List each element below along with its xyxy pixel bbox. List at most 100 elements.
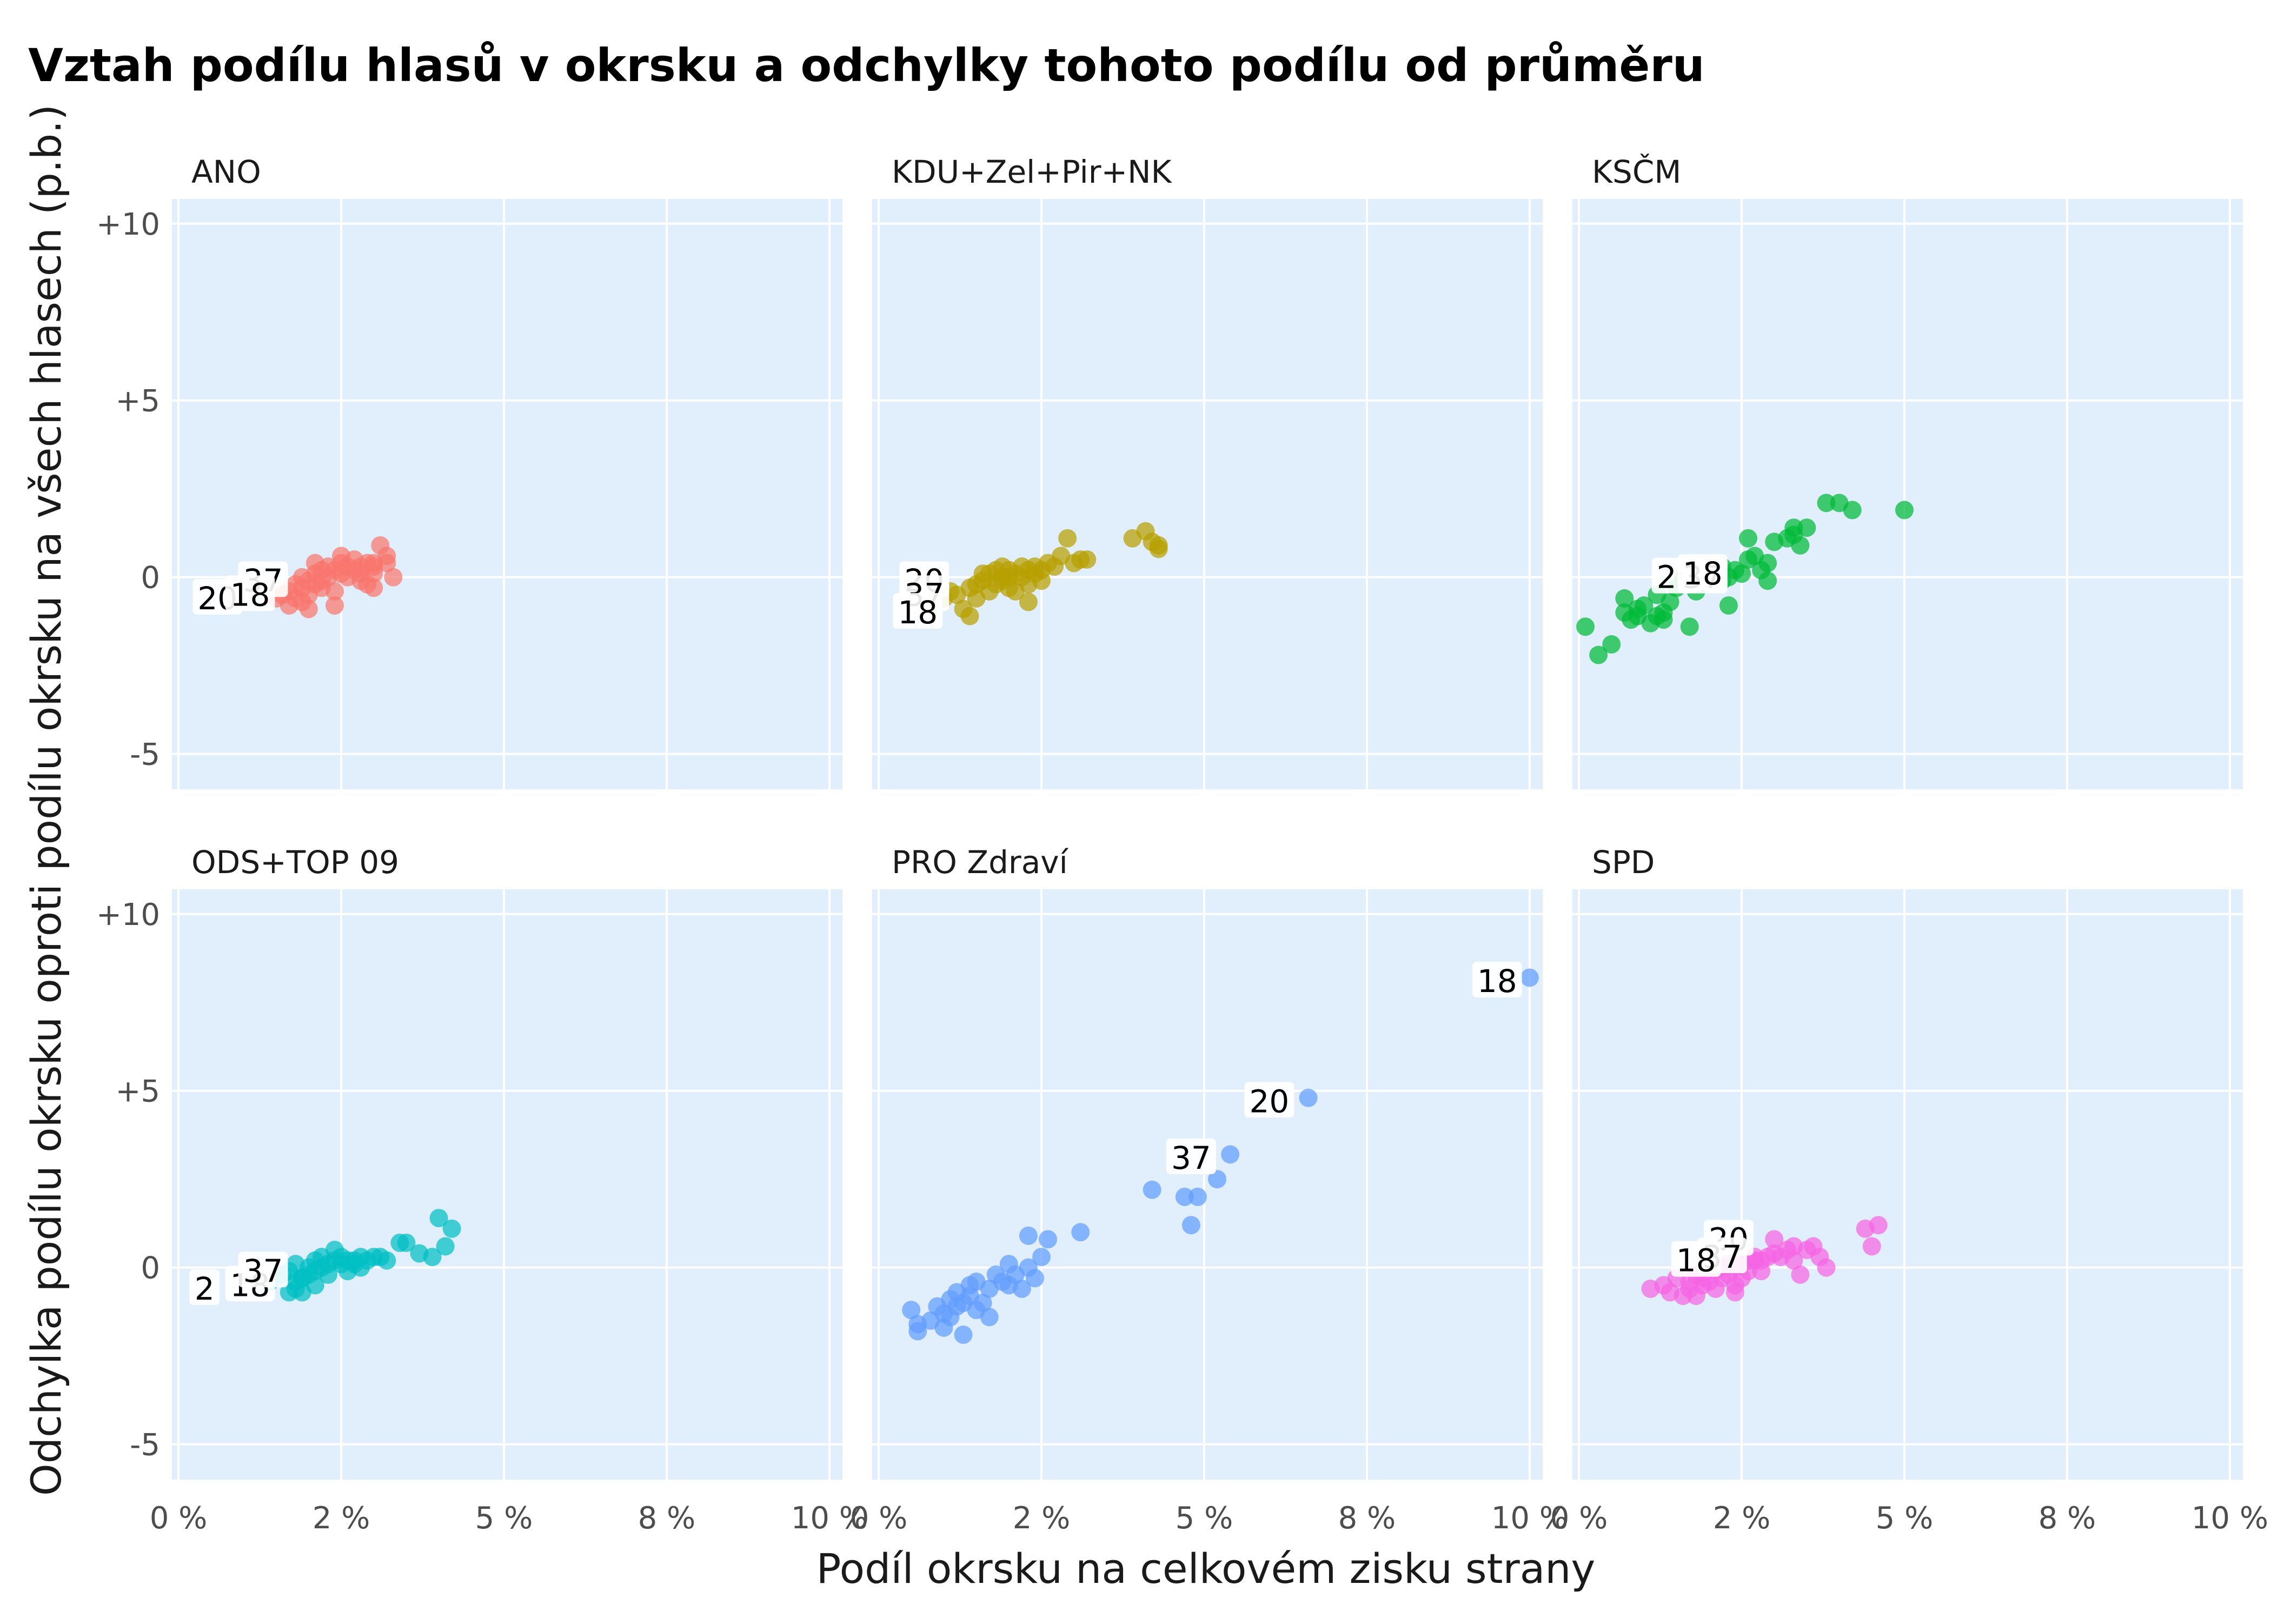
facet-ks-m-point <box>1615 589 1634 608</box>
facet-spd-point <box>1869 1216 1888 1235</box>
x-tick-label: 5 % <box>475 1501 533 1536</box>
facet-pro-zdrav-point <box>1025 1269 1044 1288</box>
facet-kdu-zel-pir-nk-point <box>1019 593 1038 611</box>
facet-ano-point <box>377 547 396 565</box>
x-tick-label: 8 % <box>2038 1501 2096 1536</box>
facet-spd-point <box>1765 1230 1784 1249</box>
facet-pro-zdrav-point <box>1032 1248 1051 1267</box>
y-tick-label: -5 <box>130 1428 160 1463</box>
x-tick-label: 2 % <box>313 1501 370 1536</box>
facet-panels: ANO203718-50+5+10KDU+Zel+Pir+NK203718KSČ… <box>96 153 2268 1536</box>
facet-ks-m-point <box>1758 554 1777 573</box>
facet-ods-top-09-point <box>318 1265 337 1284</box>
x-tick-label: 0 % <box>150 1501 208 1536</box>
facet-ks-m-label-box <box>1677 554 1728 590</box>
y-tick-label: -5 <box>130 737 160 773</box>
facet-spd-strip-label: SPD <box>1592 844 1655 881</box>
facet-pro-zdrav-point <box>908 1322 927 1341</box>
facet-ods-top-09-point <box>397 1233 416 1252</box>
facet-ano-point <box>299 600 318 618</box>
facet-pro-zdrav-label-box <box>1472 962 1522 998</box>
facet-ks-m-point <box>1817 494 1836 513</box>
facet-kdu-zel-pir-nk-point <box>960 607 979 625</box>
facet-ks-m-point <box>1719 596 1738 615</box>
facet-ods-top-09-point <box>429 1209 448 1228</box>
facet-spd-point <box>1791 1265 1810 1284</box>
facet-pro-zdrav-point <box>1299 1088 1318 1107</box>
facet-pro-zdrav-label-box <box>1166 1138 1216 1174</box>
facet-pro-zdrav-point <box>1181 1216 1200 1235</box>
chart-title: Vztah podílu hlasů v okrsku a odchylky t… <box>28 39 1705 92</box>
facet-ods-top-09-point <box>377 1251 396 1270</box>
x-tick-label: 10 % <box>791 1501 868 1536</box>
facet-ano-point <box>364 578 383 597</box>
y-tick-label: +5 <box>115 384 160 419</box>
facet-ods-top-09-point <box>442 1219 461 1238</box>
facet-pro-zdrav-point <box>973 1294 992 1313</box>
y-axis-title: Odchylka podílu okrsku oproti podílu okr… <box>22 104 70 1496</box>
facet-ks-m-point <box>1758 571 1777 590</box>
facet-ks-m: KSČM203718 <box>1572 153 2243 789</box>
y-tick-label: +10 <box>96 207 160 242</box>
facet-ano-point-label: 18 <box>230 576 270 613</box>
facet-spd-point <box>1862 1237 1881 1256</box>
facet-ks-m-point <box>1843 501 1862 520</box>
facet-pro-zdrav: PRO Zdraví 18 20 37 0 % 2 % 5 % 8 % 10 % <box>850 844 1568 1536</box>
facet-kdu-zel-pir-nk-strip-label: KDU+Zel+Pir+NK <box>892 154 1173 190</box>
facet-pro-zdrav-strip-label: PRO Zdraví <box>892 844 1069 881</box>
x-tick-label: 5 % <box>1176 1501 1233 1536</box>
facet-ano-strip-label: ANO <box>191 154 261 190</box>
facet-pro-zdrav-point <box>1520 968 1539 987</box>
x-tick-label: 0 % <box>1550 1501 1608 1536</box>
y-tick-label: +5 <box>115 1074 160 1109</box>
facet-ks-m-panel-background <box>1572 199 2243 789</box>
facet-pro-zdrav-point <box>1208 1170 1227 1189</box>
facet-ods-top-09-strip-label: ODS+TOP 09 <box>191 844 399 881</box>
facet-kdu-zel-pir-nk-label-box <box>893 593 943 629</box>
facet-ks-m-point <box>1589 645 1608 664</box>
facet-ks-m-point <box>1791 536 1810 555</box>
facet-ano-panel-background <box>172 199 842 789</box>
facet-spd-label-box <box>1671 1241 1721 1277</box>
facet-ano-label-box <box>225 575 275 611</box>
facet-pro-zdrav-point <box>902 1301 921 1320</box>
facet-spd-point <box>1784 1251 1803 1270</box>
facet-ks-m-strip-label: KSČM <box>1592 153 1681 190</box>
x-tick-label: 8 % <box>1338 1501 1396 1536</box>
facet-ano-point <box>384 568 403 587</box>
facet-ano: ANO203718-50+5+10 <box>96 154 842 789</box>
x-tick-label: 5 % <box>1876 1501 1934 1536</box>
y-tick-label: +10 <box>96 897 160 933</box>
facet-ods-top-09-point-label: 37 <box>243 1253 283 1289</box>
facet-ks-m-point <box>1576 617 1595 636</box>
facet-ods-top-09-point <box>423 1248 442 1267</box>
facet-ano-point <box>325 596 344 615</box>
facet-pro-zdrav-label-box <box>1244 1082 1294 1118</box>
facet-ks-m-point <box>1680 617 1699 636</box>
facet-kdu-zel-pir-nk-panel-background <box>872 199 1543 789</box>
facet-ano-point <box>293 568 311 587</box>
facet-ks-m-point <box>1661 593 1679 611</box>
x-axis-title: Podíl okrsku na celkovém zisku strany <box>816 1545 1596 1593</box>
x-tick-label: 2 % <box>1013 1501 1071 1536</box>
facet-pro-zdrav-point-label: 18 <box>1477 963 1517 1000</box>
facet-spd-panel-background <box>1572 889 2243 1480</box>
facet-pro-zdrav-point-label: 37 <box>1171 1140 1211 1176</box>
facet-kdu-zel-pir-nk-point <box>993 568 1012 587</box>
facet-ks-m-point <box>1739 529 1758 548</box>
facet-spd-point-label: 18 <box>1676 1242 1716 1279</box>
x-tick-label: 10 % <box>1491 1501 1568 1536</box>
facet-spd-point <box>1817 1258 1836 1277</box>
facet-ks-m-point <box>1732 564 1751 583</box>
x-tick-label: 0 % <box>850 1501 908 1536</box>
x-tick-label: 10 % <box>2192 1501 2268 1536</box>
facet-pro-zdrav-point <box>1188 1187 1207 1206</box>
facet-ods-top-09: ODS+TOP 0921837-50+5+100 %2 %5 %8 %10 % <box>96 844 868 1536</box>
facet-ods-top-09-point <box>436 1237 455 1256</box>
facet-kdu-zel-pir-nk-point <box>1078 550 1097 569</box>
facet-spd-point <box>1752 1262 1771 1281</box>
facet-ks-m-point <box>1895 501 1914 520</box>
facet-pro-zdrav-point <box>980 1308 999 1327</box>
